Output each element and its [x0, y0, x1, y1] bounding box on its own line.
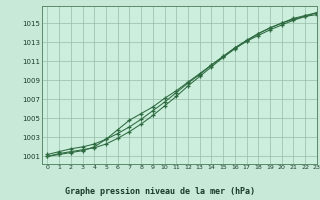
Text: Graphe pression niveau de la mer (hPa): Graphe pression niveau de la mer (hPa): [65, 187, 255, 196]
